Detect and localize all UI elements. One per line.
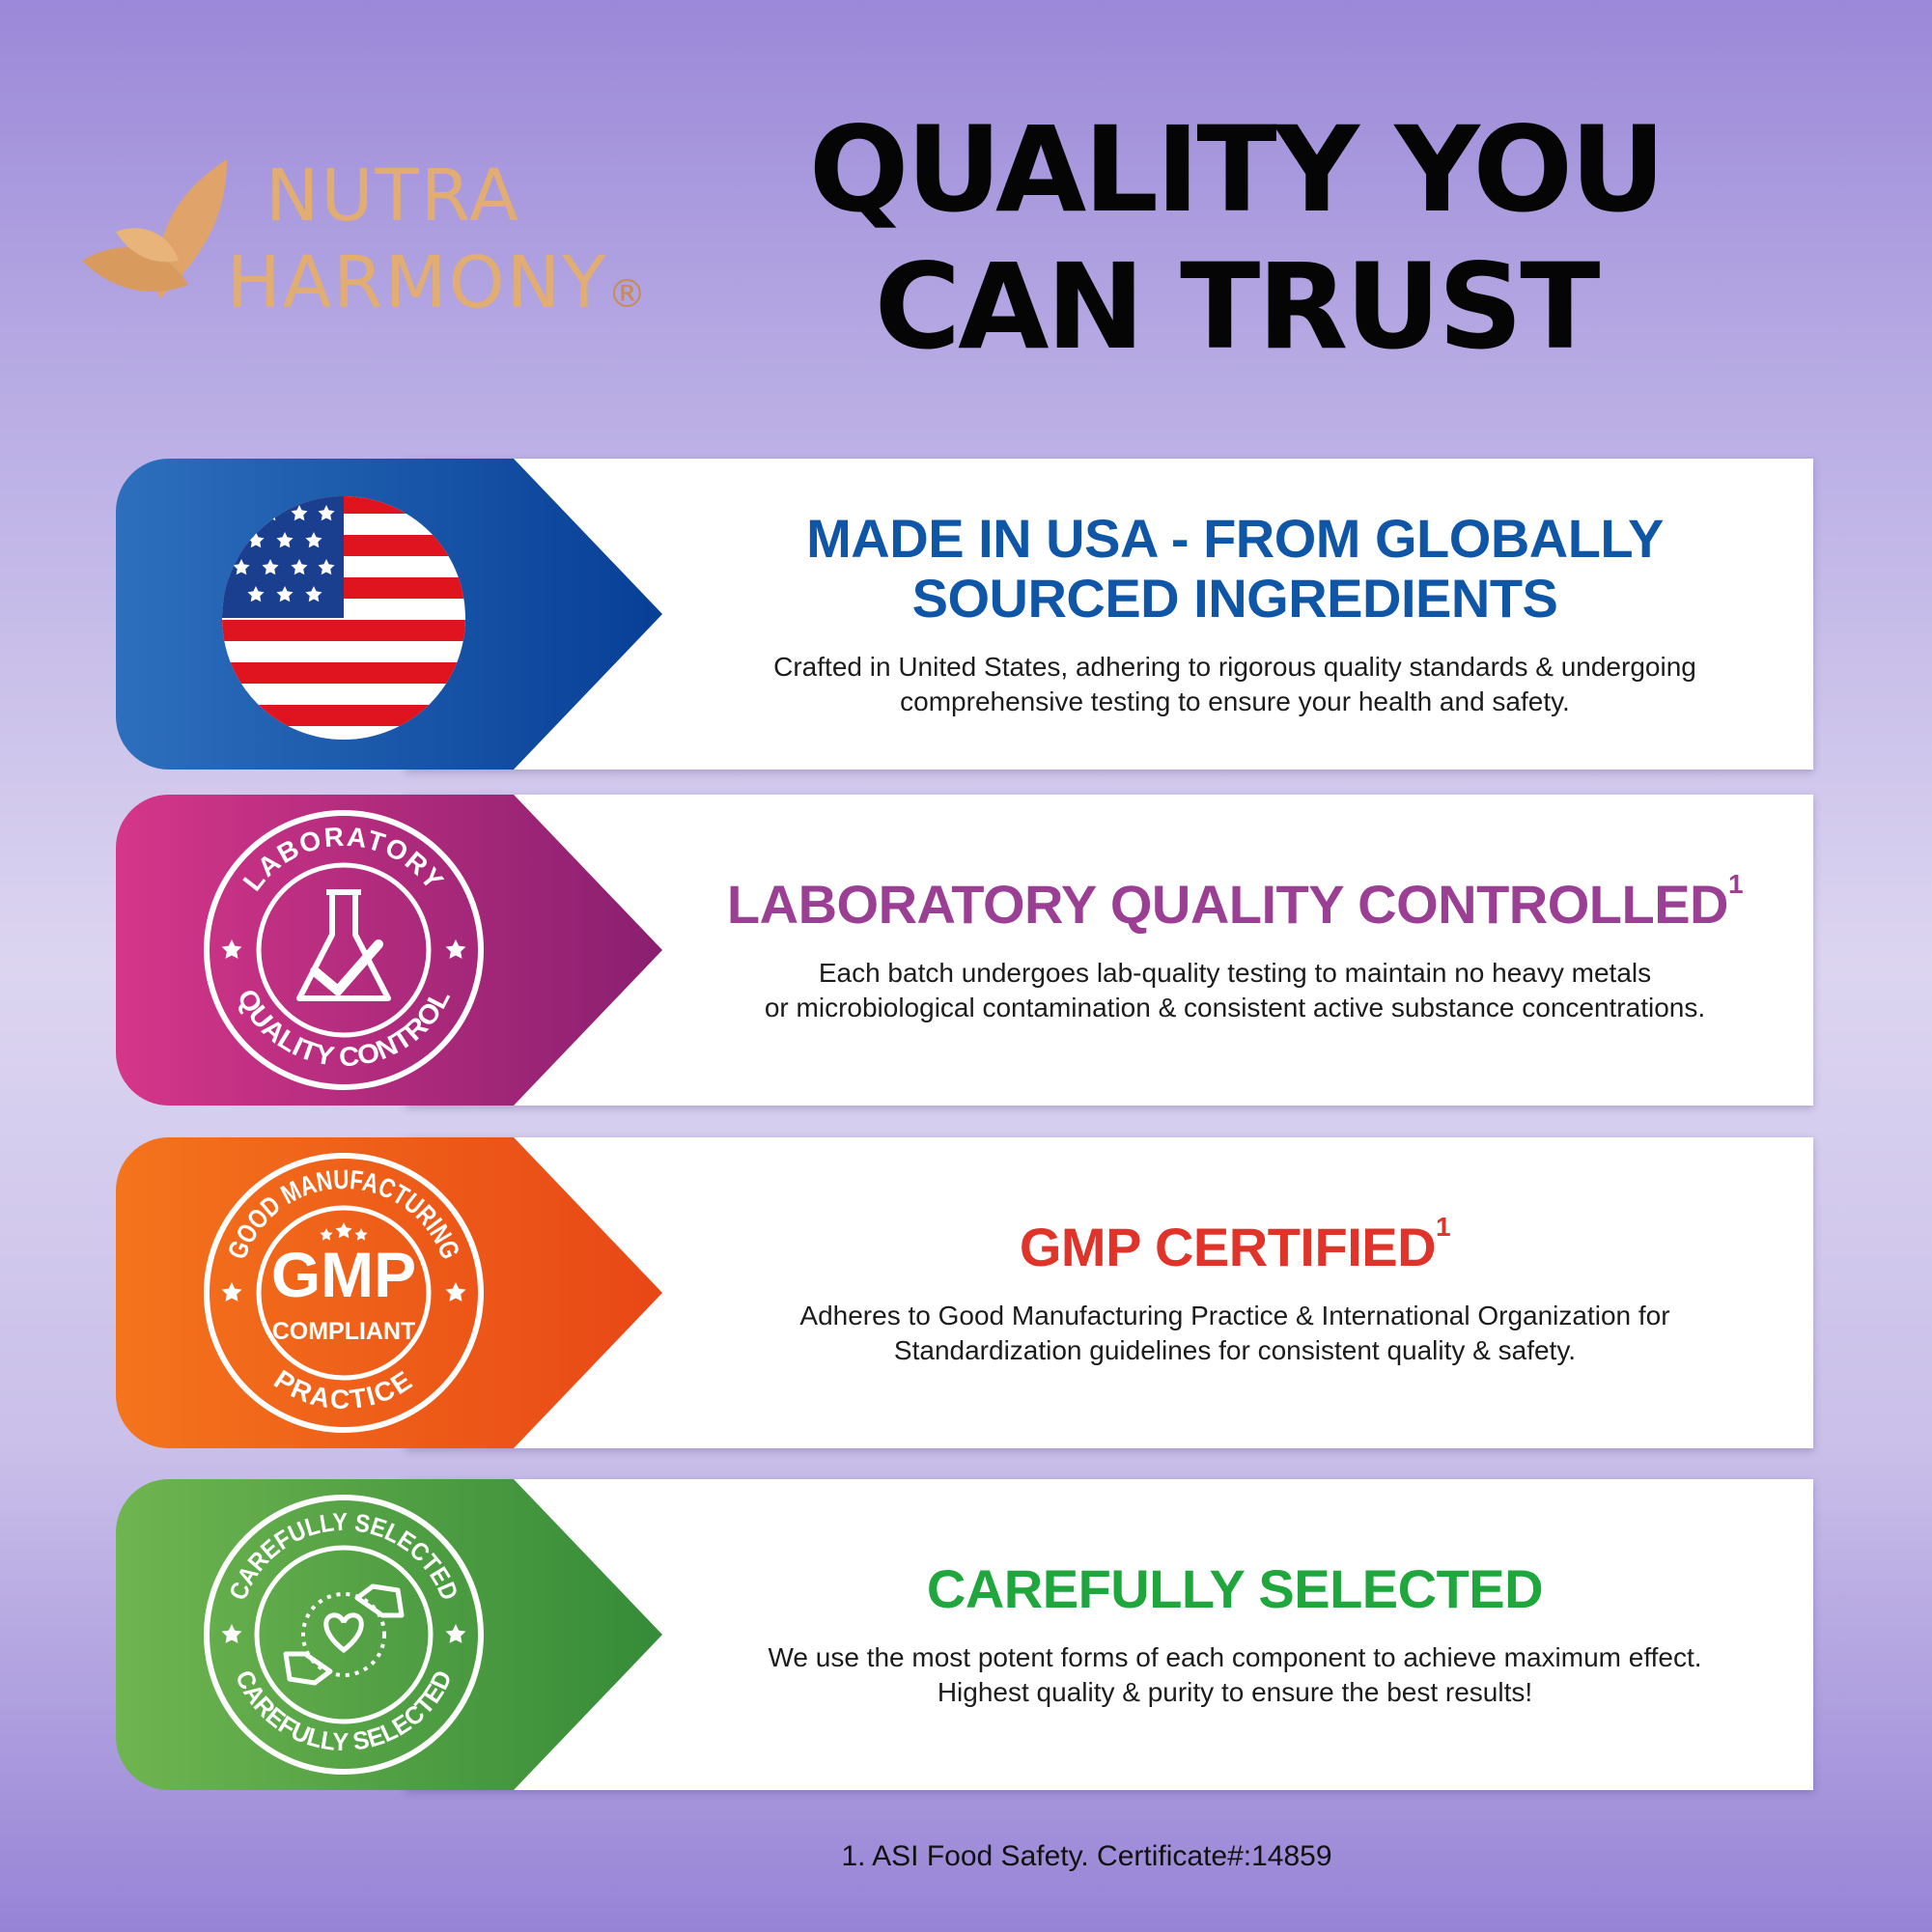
star-icon [445,1282,466,1302]
feature-title: CAREFULLY SELECTED [926,1558,1544,1619]
feature-carefully-selected: CAREFULLY SELECTED CAREFULLY SELECTED CA… [116,1479,1813,1790]
feature-title: GMP CERTIFIED1 [1019,1214,1451,1277]
feature-text: LABORATORY QUALITY CONTROLLED1 Each batc… [695,795,1775,1106]
star-icon [221,1624,242,1643]
star-icon [221,939,242,959]
seal-center-subtext: COMPLIANT [272,1318,416,1345]
feature-description: Each batch undergoes lab-quality testing… [765,956,1705,1025]
feature-title-text: GMP CERTIFIED [1019,1217,1437,1277]
seal-center-text: GMP [271,1239,416,1310]
lab-flask-check-icon: LABORATORY QUALITY CONTROL [204,810,484,1090]
brand-name-line1: NUTRA [266,154,520,238]
svg-text:CAREFULLY SELECTED: CAREFULLY SELECTED [223,1507,464,1605]
brand-name-text: HARMONY [227,241,608,324]
headline-line1: QUALITY YOU [808,101,1666,238]
description-line2: comprehensive testing to ensure your hea… [900,686,1570,716]
star-icon [445,1624,466,1643]
seal-top-text: CAREFULLY SELECTED [223,1507,464,1605]
star-icon [221,1282,242,1302]
feature-title: MADE IN USA - FROM GLOBALLY SOURCED INGR… [806,509,1664,629]
headline-line2: CAN TRUST [874,238,1601,376]
feature-tab-orange [116,1137,662,1448]
feature-description: Crafted in United States, adhering to ri… [773,650,1696,719]
description-line1: Each batch undergoes lab-quality testing… [818,958,1652,988]
seal-bottom-text: PRACTICE [269,1364,417,1414]
feature-tab-purple [116,795,662,1106]
footnote-ref: 1 [1727,869,1744,899]
feature-text: GMP CERTIFIED1 Adheres to Good Manufactu… [695,1137,1775,1448]
feature-title-line1: MADE IN USA - FROM GLOBALLY [806,508,1664,569]
footnote: 1. ASI Food Safety. Certificate#:14859 [841,1840,1332,1872]
feature-title-line2: SOURCED INGREDIENTS [911,568,1558,629]
description-line2: Highest quality & purity to ensure the b… [937,1677,1533,1707]
brand-logo: NUTRA HARMONY® [82,154,681,328]
brand-name-line2: HARMONY® [227,247,648,330]
feature-text: CAREFULLY SELECTED We use the most poten… [695,1479,1775,1790]
leaf-logo-icon [82,159,227,299]
feature-title-text: CAREFULLY SELECTED [926,1558,1544,1619]
feature-tab-green [116,1479,662,1790]
description-line1: We use the most potent forms of each com… [768,1642,1702,1672]
footnote-ref: 1 [1436,1212,1451,1242]
svg-text:PRACTICE: PRACTICE [269,1364,419,1414]
star-icon [445,939,466,959]
gmp-seal-icon: GOOD MANUFACTURING PRACTICE GMP COMPLIAN… [204,1153,484,1433]
hands-heart-icon: CAREFULLY SELECTED CAREFULLY SELECTED [204,1495,484,1775]
feature-title: LABORATORY QUALITY CONTROLLED1 [726,871,1744,935]
feature-title-text: LABORATORY QUALITY CONTROLLED [726,874,1729,935]
feature-text: MADE IN USA - FROM GLOBALLY SOURCED INGR… [695,459,1775,770]
feature-description: Adheres to Good Manufacturing Practice &… [799,1299,1669,1368]
description-line2: or microbiological contamination & consi… [764,993,1706,1022]
three-stars-icon [320,1222,368,1241]
feature-description: We use the most potent forms of each com… [769,1640,1702,1710]
page-headline: QUALITY YOU CAN TRUST [801,101,1670,376]
description-line1: Adheres to Good Manufacturing Practice &… [799,1301,1670,1330]
us-flag-icon [222,496,465,740]
feature-lab-quality: LABORATORY QUALITY CONTROL LABORATORY QU… [116,795,1813,1106]
registered-mark: ® [607,272,649,317]
feature-gmp-certified: GOOD MANUFACTURING PRACTICE GMP COMPLIAN… [116,1137,1813,1448]
description-line1: Crafted in United States, adhering to ri… [773,652,1696,682]
feature-made-in-usa: MADE IN USA - FROM GLOBALLY SOURCED INGR… [116,459,1813,770]
description-line2: Standardization guidelines for consisten… [893,1335,1577,1365]
